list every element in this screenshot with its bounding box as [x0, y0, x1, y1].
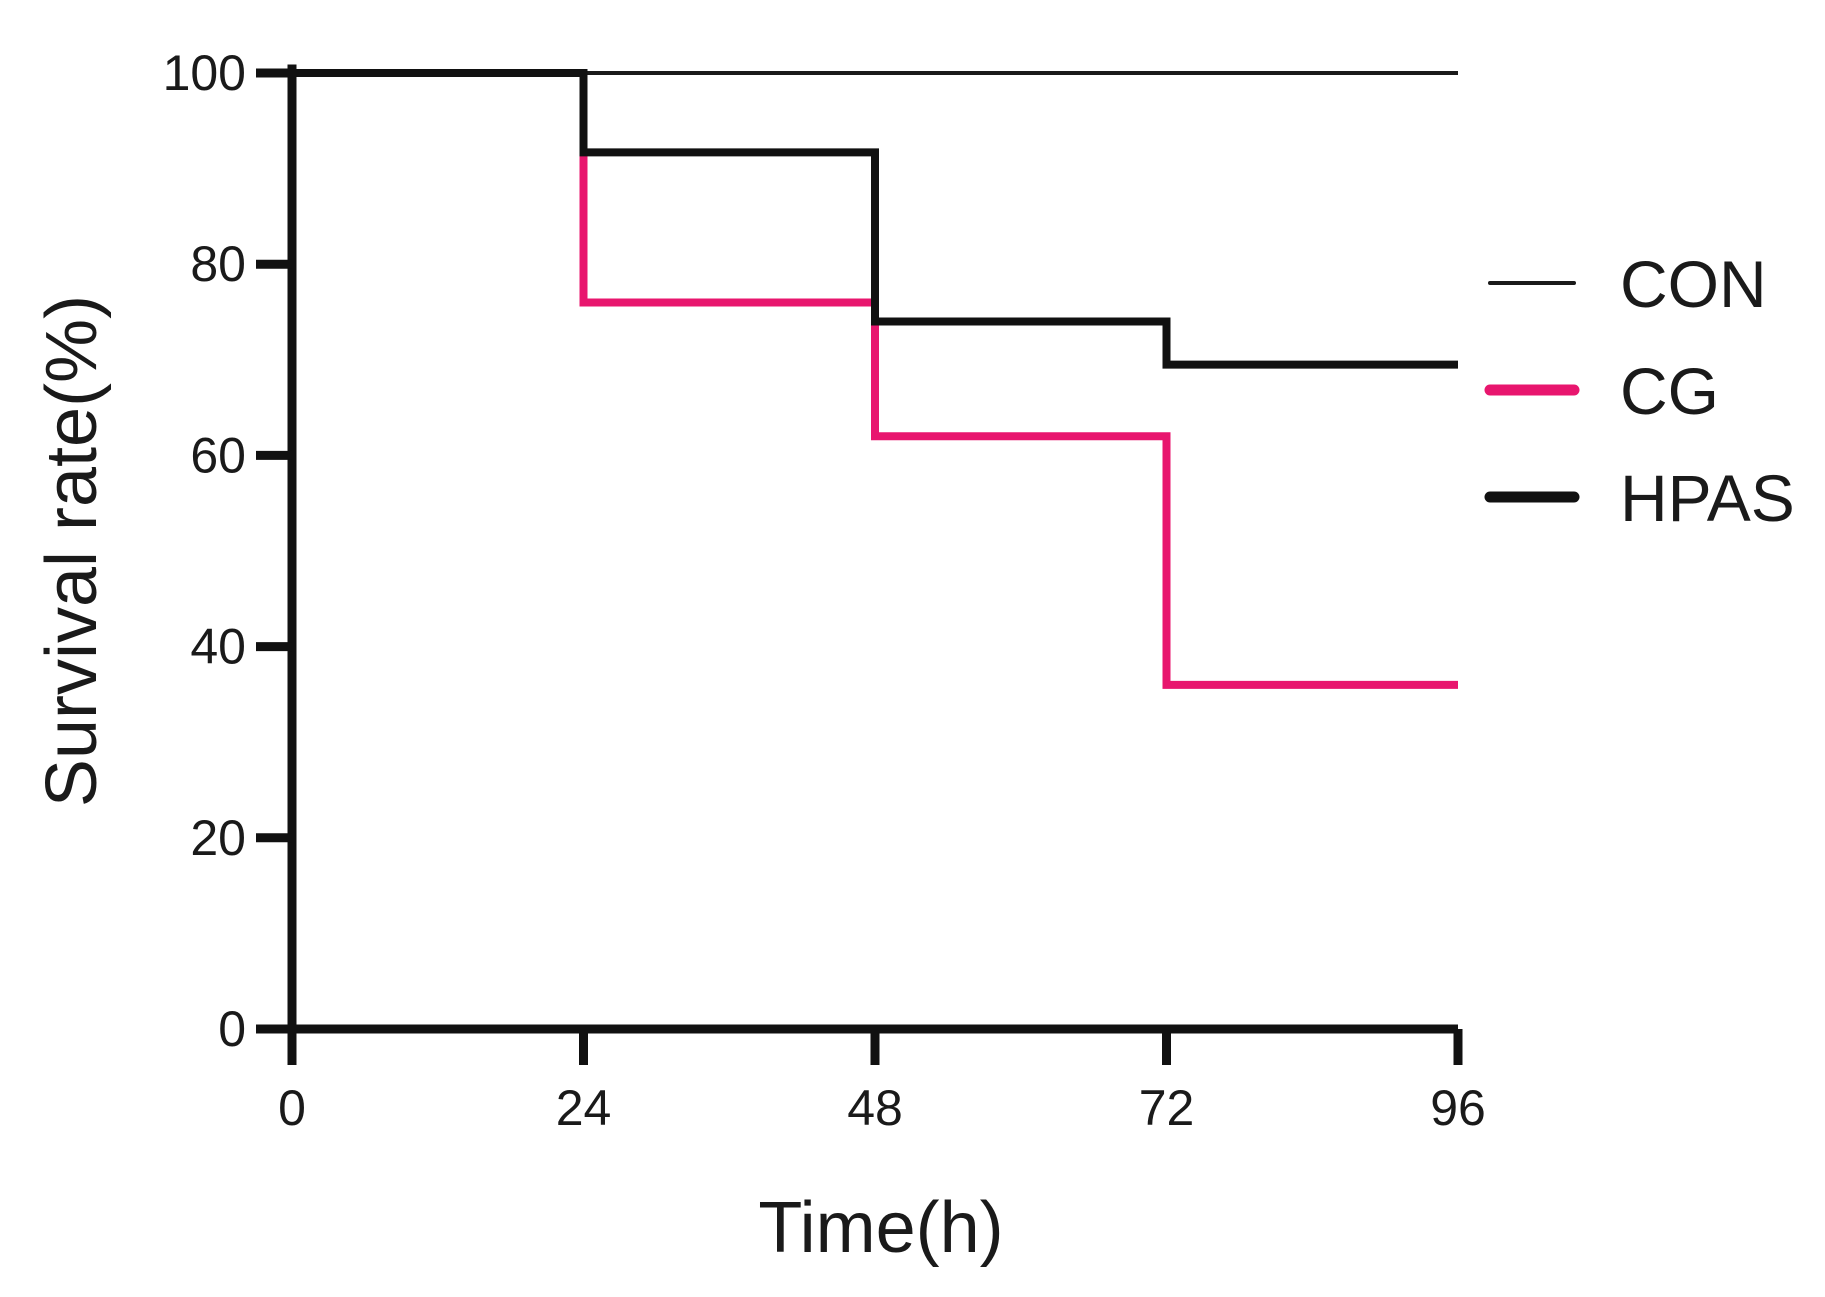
legend-item-con: CON: [1488, 247, 1767, 321]
legend-item-hpas: HPAS: [1484, 461, 1795, 535]
y-tick-label-40: 40: [190, 619, 246, 675]
x-tick-label-48: 48: [847, 1080, 903, 1136]
x-tick-label-72: 72: [1139, 1080, 1195, 1136]
legend: CON CG HPAS: [1484, 247, 1795, 535]
x-tick-label-0: 0: [278, 1080, 306, 1136]
x-tick-label-24: 24: [556, 1080, 612, 1136]
legend-label-con: CON: [1620, 247, 1767, 321]
x-axis-title: Time(h): [758, 1188, 1003, 1268]
legend-label-cg: CG: [1620, 354, 1719, 428]
y-ticks: 0 20 40 60 80 100: [163, 45, 292, 1057]
legend-label-hpas: HPAS: [1620, 461, 1795, 535]
x-tick-label-96: 96: [1430, 1080, 1486, 1136]
legend-item-cg: CG: [1484, 354, 1719, 428]
series-lines: [292, 69, 1458, 689]
x-ticks: 0 24 48 72 96: [278, 1029, 1486, 1136]
y-tick-label-60: 60: [190, 427, 246, 483]
y-tick-label-80: 80: [190, 236, 246, 292]
y-axis-title: Survival rate(%): [32, 295, 112, 807]
series-line-hpas: [292, 69, 1458, 369]
y-tick-label-0: 0: [218, 1001, 246, 1057]
y-tick-label-20: 20: [190, 810, 246, 866]
y-tick-label-100: 100: [163, 45, 246, 101]
